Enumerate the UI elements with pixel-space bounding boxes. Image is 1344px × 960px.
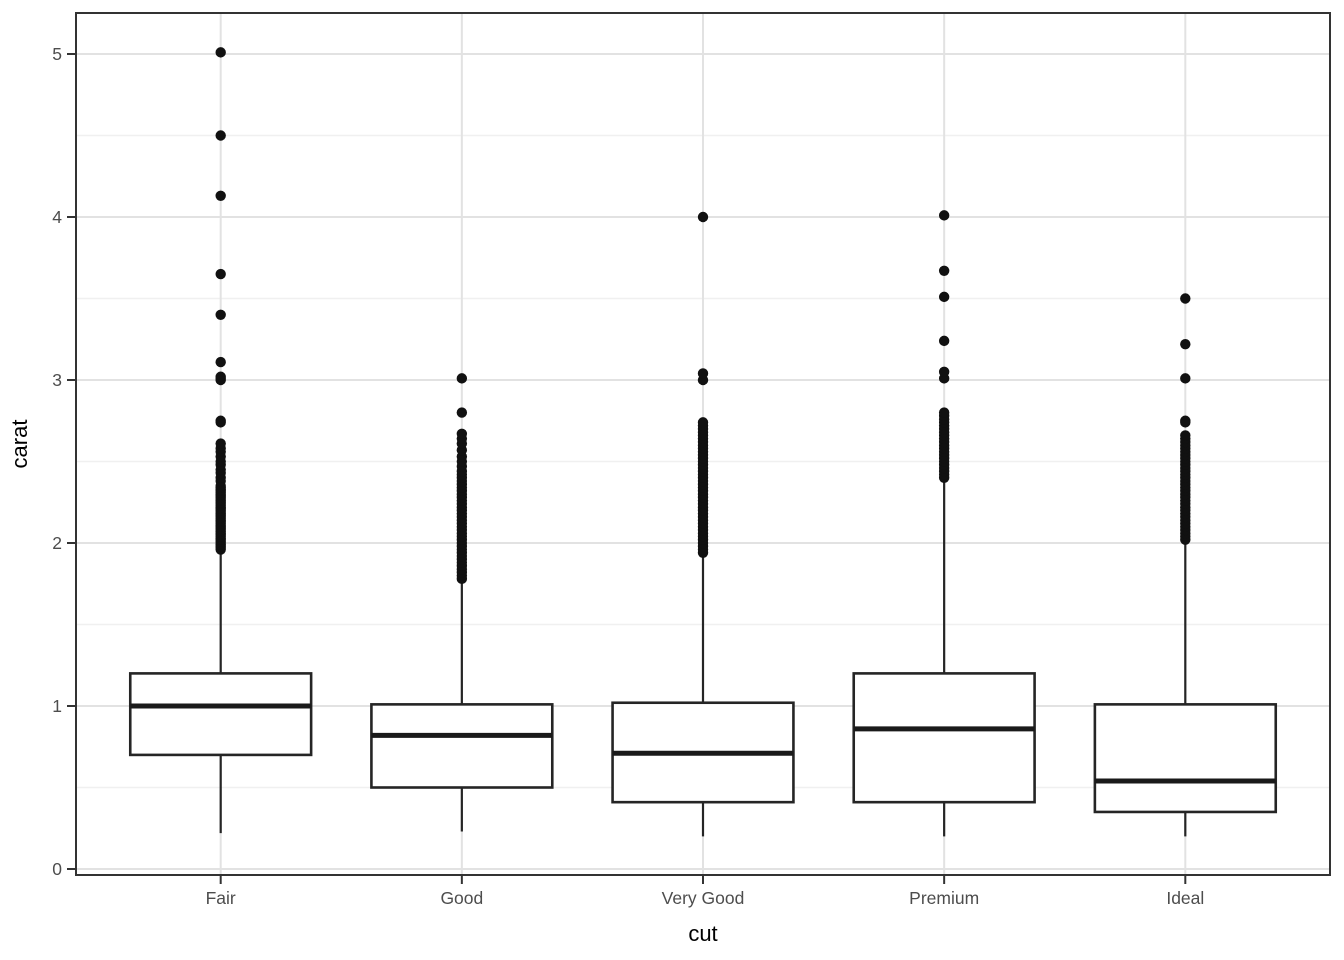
x-tick-label: Very Good xyxy=(662,888,745,908)
axis-ticks xyxy=(67,53,1187,884)
box-iqr xyxy=(128,672,313,757)
y-axis-title: carat xyxy=(7,420,32,469)
outlier-point xyxy=(456,373,468,384)
outlier-point xyxy=(697,417,709,428)
outlier-point xyxy=(456,428,468,439)
boxplot-group-ideal xyxy=(1093,293,1278,837)
box-iqr xyxy=(852,672,1036,804)
y-tick-label: 3 xyxy=(52,370,62,390)
outlier-point xyxy=(215,356,226,368)
outlier-point xyxy=(938,407,950,418)
box-iqr xyxy=(370,703,554,789)
outlier-point xyxy=(938,265,950,276)
outlier-point xyxy=(938,366,950,378)
outlier-point xyxy=(938,210,950,221)
y-tick-label: 4 xyxy=(52,207,62,227)
boxplot-group-very-good xyxy=(611,211,795,837)
x-tick-label: Ideal xyxy=(1166,888,1204,908)
outlier-point xyxy=(697,211,709,223)
outlier-point xyxy=(215,47,226,58)
outlier-point xyxy=(1180,293,1191,304)
outlier-point xyxy=(938,291,950,303)
x-tick-label: Fair xyxy=(206,888,236,908)
boxplot-group-fair xyxy=(128,47,313,834)
outlier-point xyxy=(1180,338,1191,350)
outlier-point xyxy=(1180,430,1191,441)
boxes xyxy=(128,47,1278,837)
y-tick-label: 1 xyxy=(52,696,62,716)
y-tick-label: 0 xyxy=(52,859,62,879)
y-tick-label: 5 xyxy=(52,44,62,64)
outlier-point xyxy=(215,309,226,320)
box-iqr xyxy=(1093,703,1278,814)
outlier-point xyxy=(215,268,226,280)
outlier-point xyxy=(215,438,226,449)
outlier-point xyxy=(215,415,226,426)
x-tick-label: Good xyxy=(440,888,483,908)
outlier-point xyxy=(456,407,468,418)
boxplot-group-premium xyxy=(852,210,1036,837)
outlier-point xyxy=(215,371,226,382)
x-axis-title: cut xyxy=(688,921,717,946)
outlier-point xyxy=(938,335,950,347)
outlier-point xyxy=(1180,415,1191,426)
y-tick-label: 2 xyxy=(52,533,62,553)
axis-tick-labels: 0 1 2 3 4 5 Fair Good Very Good Premium Ideal xyxy=(52,44,1204,908)
outlier-point xyxy=(697,368,709,379)
outlier-point xyxy=(1180,373,1191,384)
boxplot-group-good xyxy=(370,373,554,832)
x-tick-label: Premium xyxy=(909,888,979,908)
outlier-point xyxy=(215,190,226,202)
outlier-point xyxy=(215,130,226,141)
